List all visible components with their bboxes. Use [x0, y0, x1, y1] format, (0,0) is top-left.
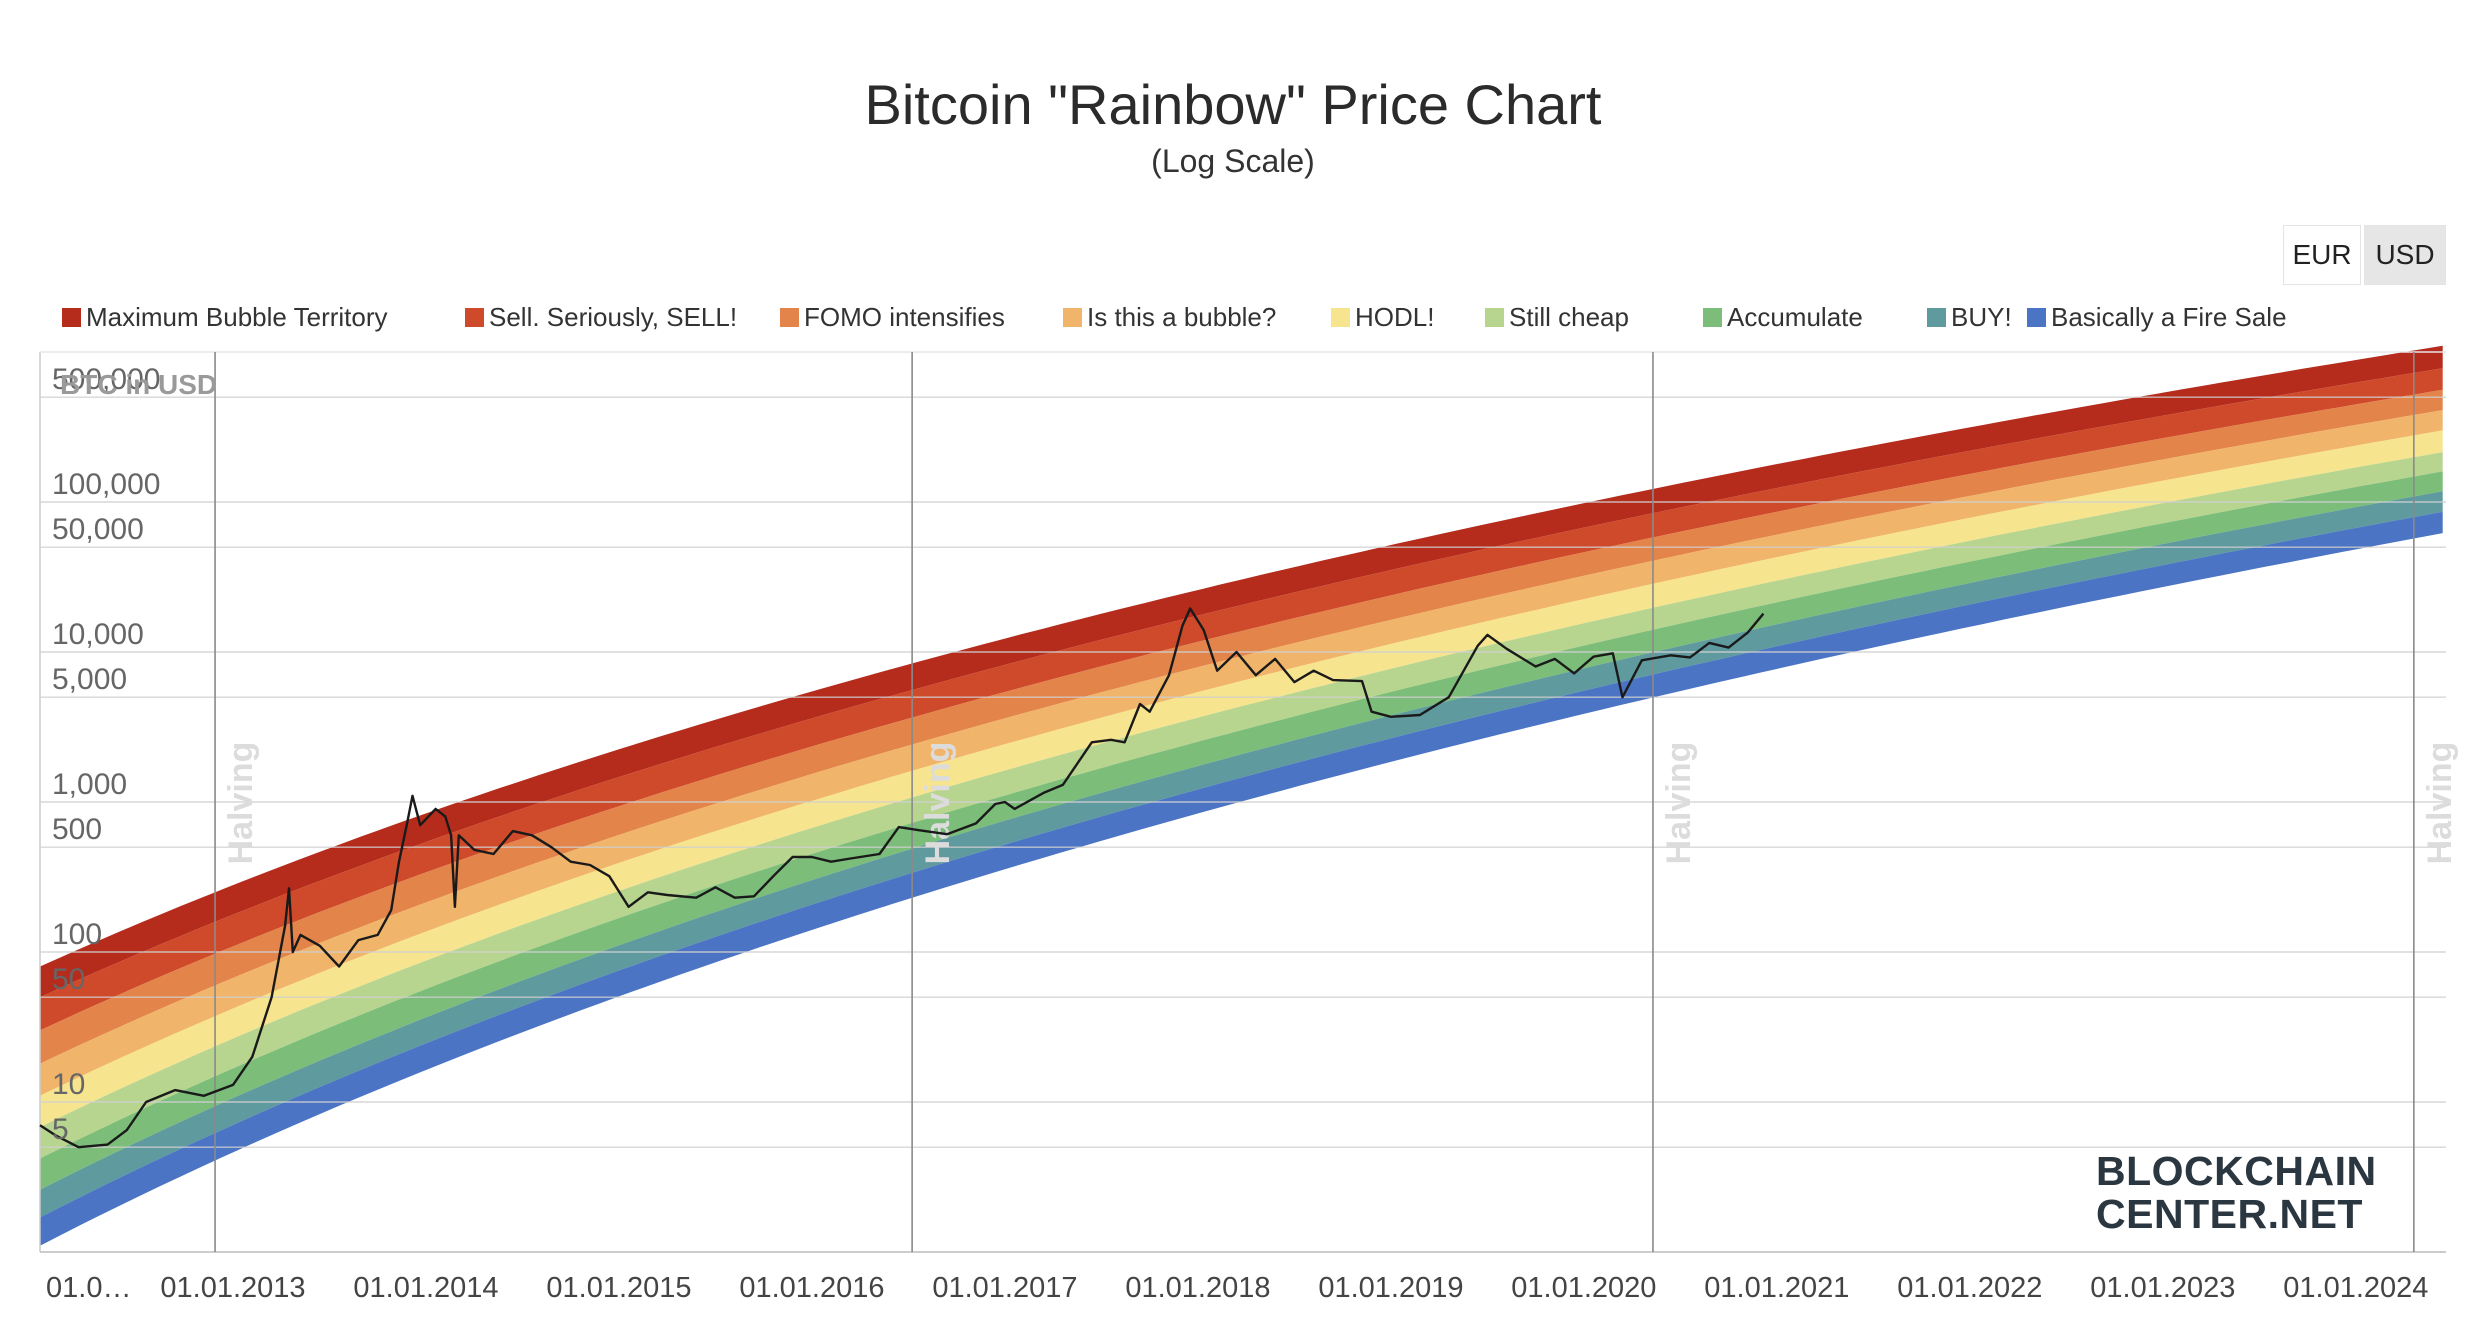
legend-item-3[interactable]: Is this a bubble?	[1063, 302, 1276, 333]
x-tick-label-9: 01.01.2021	[1704, 1272, 1849, 1304]
x-tick-label-8: 01.01.2020	[1511, 1272, 1656, 1304]
chart-subtitle: (Log Scale)	[1151, 143, 1315, 179]
logo-line-1: BLOCKCHAIN	[2096, 1148, 2377, 1194]
x-tick-label-10: 01.01.2022	[1897, 1272, 2042, 1304]
x-tick-label-7: 01.01.2019	[1318, 1272, 1463, 1304]
legend-label-7: BUY!	[1951, 302, 2012, 332]
y-tick-label-4: 5,000	[52, 663, 127, 696]
y-tick-label-9: 10	[52, 1068, 85, 1101]
legend-item-8[interactable]: Basically a Fire Sale	[2027, 302, 2287, 333]
legend-label-2: FOMO intensifies	[804, 302, 1005, 332]
legend-swatch-5	[1485, 308, 1504, 327]
legend-item-0[interactable]: Maximum Bubble Territory	[62, 302, 388, 333]
legend-swatch-1	[465, 308, 484, 327]
y-tick-label-2: 50,000	[52, 513, 144, 546]
legend-label-8: Basically a Fire Sale	[2051, 302, 2287, 332]
legend-label-6: Accumulate	[1727, 302, 1863, 332]
y-tick-label-0: 500,000	[52, 363, 160, 396]
blockchaincenter-logo: BLOCKCHAIN CENTER.NET	[2096, 1150, 2377, 1236]
chart-title: Bitcoin "Rainbow" Price Chart	[864, 73, 1602, 136]
y-tick-label-7: 100	[52, 918, 102, 951]
legend-swatch-3	[1063, 308, 1082, 327]
legend-swatch-8	[2027, 308, 2046, 327]
x-tick-label-4: 01.01.2016	[739, 1272, 884, 1304]
currency-usd-button[interactable]: USD	[2364, 225, 2446, 285]
y-tick-label-10: 5	[52, 1113, 69, 1146]
legend-item-2[interactable]: FOMO intensifies	[780, 302, 1005, 333]
legend-item-4[interactable]: HODL!	[1331, 302, 1434, 333]
halving-label-1: Halving	[919, 742, 957, 865]
legend-swatch-7	[1927, 308, 1946, 327]
legend-label-3: Is this a bubble?	[1087, 302, 1277, 332]
legend-swatch-2	[780, 308, 799, 327]
legend-swatch-6	[1703, 308, 1722, 327]
x-tick-label-11: 01.01.2023	[2090, 1272, 2235, 1304]
y-axis-title: BTC in USD	[60, 369, 217, 400]
legend-item-6[interactable]: Accumulate	[1703, 302, 1863, 333]
x-tick-label-6: 01.01.2018	[1125, 1272, 1270, 1304]
x-tick-label-0: 01.0…	[46, 1272, 131, 1304]
logo-line-2: CENTER.NET	[2096, 1191, 2363, 1237]
halving-label-3: Halving	[2421, 742, 2459, 865]
legend-swatch-0	[62, 308, 81, 327]
x-tick-label-5: 01.01.2017	[932, 1272, 1077, 1304]
price-line	[39, 607, 1765, 1149]
legend-item-5[interactable]: Still cheap	[1485, 302, 1629, 333]
x-tick-label-1: 01.01.2013	[160, 1272, 305, 1304]
halving-label-0: Halving	[222, 742, 260, 865]
currency-eur-button[interactable]: EUR	[2283, 225, 2361, 285]
legend-label-0: Maximum Bubble Territory	[86, 302, 388, 332]
y-tick-label-6: 500	[52, 813, 102, 846]
halving-label-2: Halving	[1660, 742, 1698, 865]
x-tick-label-2: 01.01.2014	[353, 1272, 498, 1304]
legend-label-4: HODL!	[1355, 302, 1435, 332]
y-tick-label-1: 100,000	[52, 468, 160, 501]
legend-label-1: Sell. Seriously, SELL!	[489, 302, 738, 332]
x-tick-label-3: 01.01.2015	[546, 1272, 691, 1304]
legend-item-1[interactable]: Sell. Seriously, SELL!	[465, 302, 737, 333]
y-tick-label-8: 50	[52, 963, 85, 996]
y-tick-label-5: 1,000	[52, 768, 127, 801]
x-tick-label-12: 01.01.2024	[2283, 1272, 2428, 1304]
legend-item-7[interactable]: BUY!	[1927, 302, 2012, 333]
legend-swatch-4	[1331, 308, 1350, 327]
legend-label-5: Still cheap	[1509, 302, 1629, 332]
y-tick-label-3: 10,000	[52, 618, 144, 651]
